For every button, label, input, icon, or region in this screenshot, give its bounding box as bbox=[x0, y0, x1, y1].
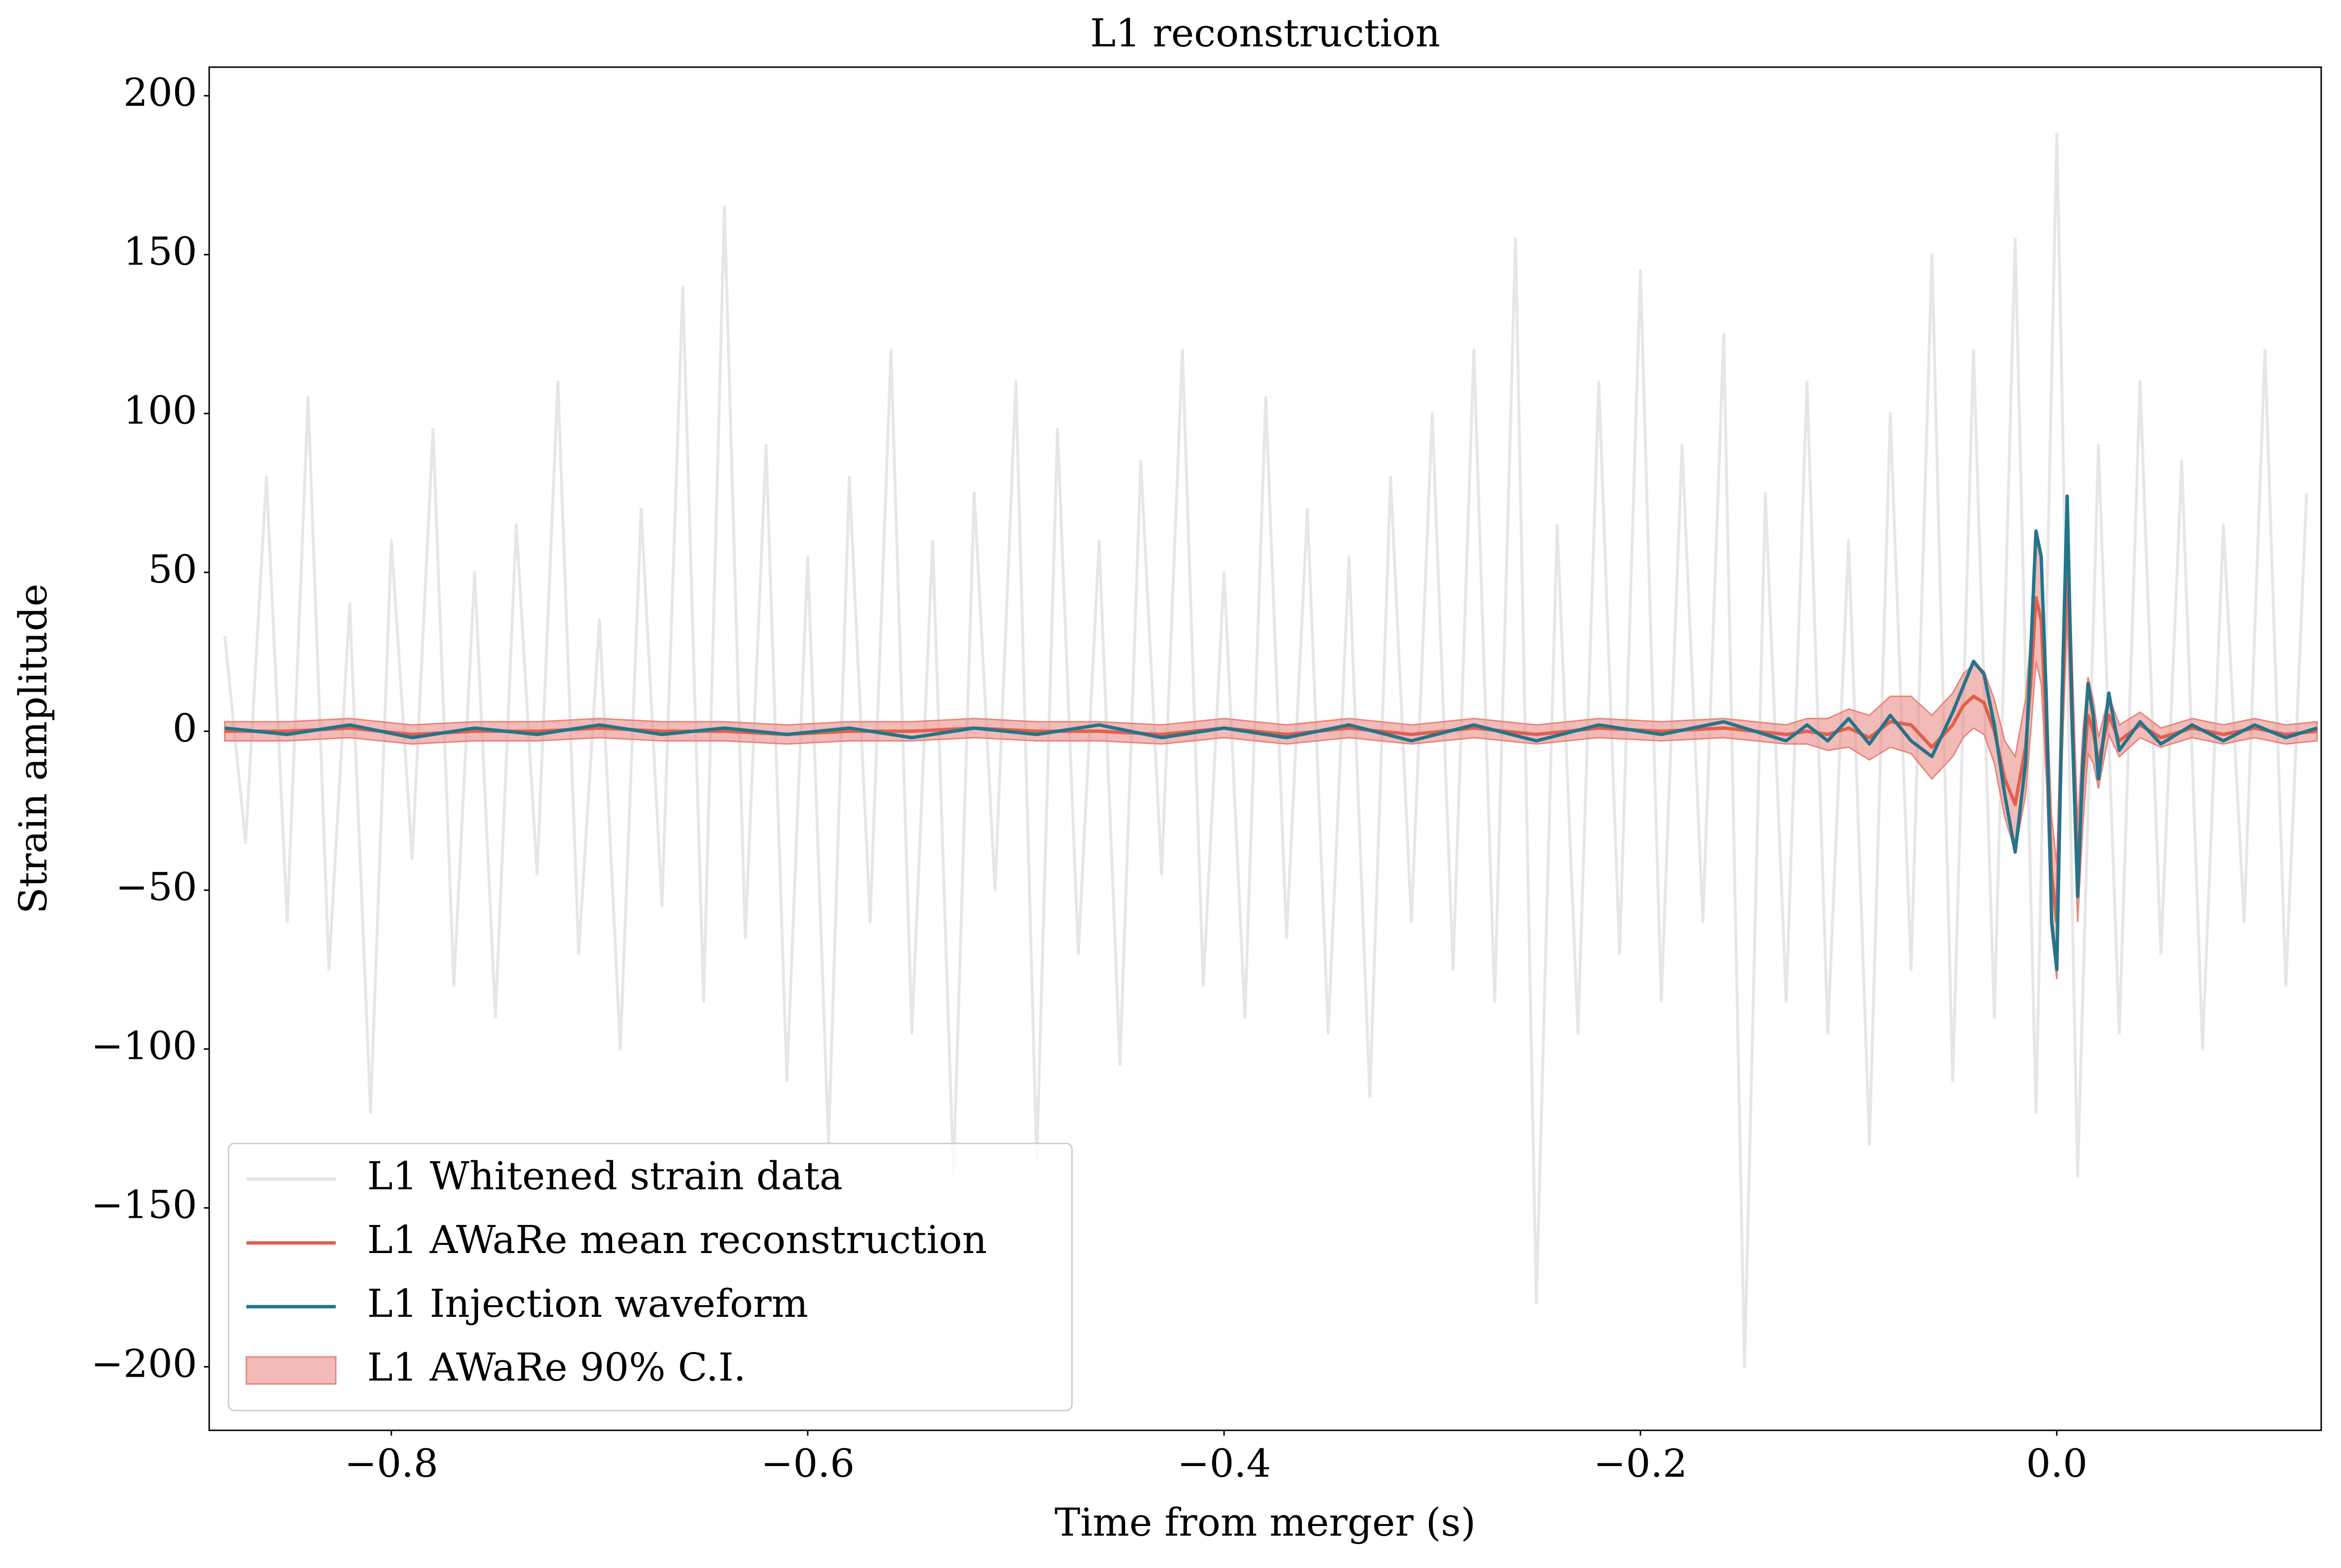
legend-label: L1 Whitened strain data bbox=[367, 1154, 842, 1198]
confidence-band bbox=[224, 499, 2318, 980]
axes-frame bbox=[208, 66, 2322, 1431]
legend-swatch bbox=[245, 1356, 337, 1385]
x-axis-label: Time from merger (s) bbox=[1055, 1500, 1476, 1545]
y-tick-label: 0 bbox=[172, 706, 197, 751]
y-axis-label: Strain amplitude bbox=[11, 584, 56, 914]
y-tick-label: 100 bbox=[123, 388, 197, 433]
chart-title: L1 reconstruction bbox=[1090, 11, 1441, 56]
x-tick-label: −0.4 bbox=[1177, 1441, 1271, 1486]
x-tick-label: −0.8 bbox=[344, 1441, 438, 1486]
x-tick-label: 0.0 bbox=[2026, 1441, 2087, 1486]
y-tick-label: 150 bbox=[123, 229, 197, 274]
x-tick-label: −0.2 bbox=[1594, 1441, 1687, 1486]
legend-box bbox=[228, 1142, 1073, 1411]
legend-label: L1 AWaRe 90% C.I. bbox=[367, 1345, 746, 1390]
legend: L1 Whitened strain data L1 AWaRe mean rec… bbox=[228, 1142, 1073, 1411]
series-line bbox=[224, 494, 2318, 971]
plot-area bbox=[223, 132, 2318, 1368]
y-tick-label: 200 bbox=[123, 70, 197, 115]
legend-label: L1 AWaRe mean reconstruction bbox=[367, 1217, 987, 1262]
y-tick-label: 50 bbox=[148, 547, 197, 592]
y-tick-label: −150 bbox=[91, 1183, 197, 1227]
x-tick-label: −0.6 bbox=[761, 1441, 855, 1486]
series-line bbox=[223, 132, 2308, 1368]
y-tick-label: −200 bbox=[91, 1341, 197, 1386]
legend-label: L1 Injection waveform bbox=[367, 1281, 808, 1326]
y-tick-label: −50 bbox=[115, 865, 197, 910]
y-tick-label: −100 bbox=[91, 1024, 197, 1069]
